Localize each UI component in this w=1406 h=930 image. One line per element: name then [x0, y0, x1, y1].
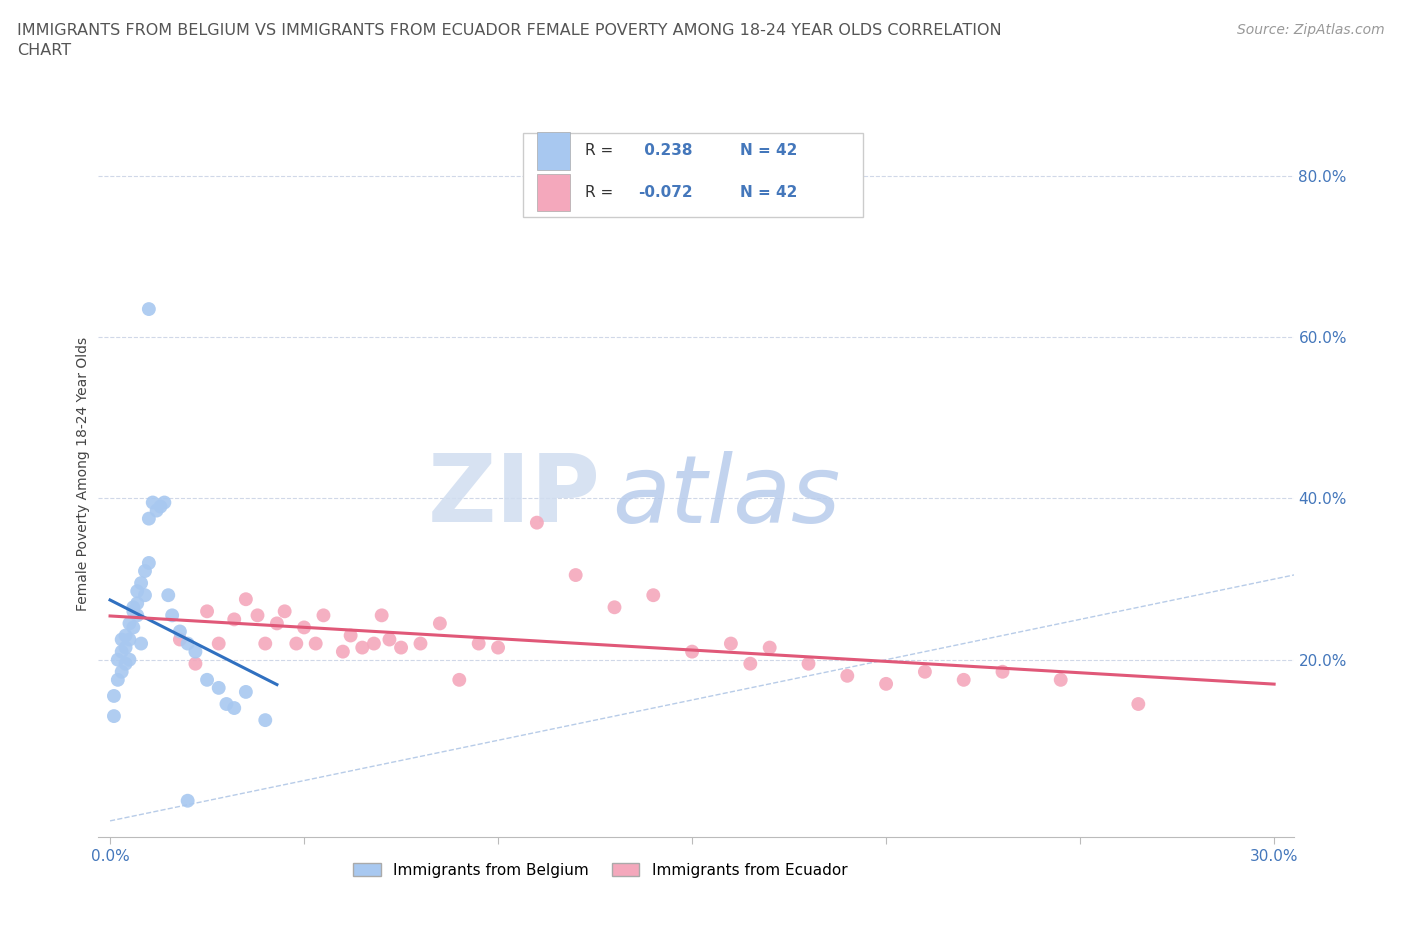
Point: [153, 495, 176, 510]
Point: [837, 669, 859, 684]
Text: IMMIGRANTS FROM BELGIUM VS IMMIGRANTS FROM ECUADOR FEMALE POVERTY AMONG 18-24 YE: IMMIGRANTS FROM BELGIUM VS IMMIGRANTS FR…: [17, 23, 1001, 58]
Point: [1049, 672, 1071, 687]
Point: [138, 301, 160, 316]
Point: [1128, 697, 1150, 711]
Text: atlas: atlas: [613, 450, 841, 541]
Point: [184, 657, 207, 671]
Point: [246, 608, 269, 623]
Point: [467, 636, 489, 651]
Point: [378, 632, 401, 647]
Point: [118, 652, 141, 667]
Point: [195, 604, 218, 618]
Point: [111, 644, 134, 659]
Point: [208, 636, 231, 651]
Point: [363, 636, 385, 651]
Point: [224, 700, 246, 715]
Point: [111, 664, 134, 679]
Point: [127, 596, 149, 611]
Point: [339, 628, 361, 643]
Point: [991, 664, 1014, 679]
Point: [114, 657, 136, 671]
Text: ZIP: ZIP: [427, 450, 600, 542]
Point: [875, 676, 897, 691]
Point: [564, 567, 586, 582]
Point: [215, 697, 238, 711]
FancyBboxPatch shape: [537, 132, 571, 170]
Point: [118, 632, 141, 647]
Point: [486, 640, 509, 655]
Point: [758, 640, 780, 655]
Point: [720, 636, 742, 651]
Point: [134, 588, 156, 603]
Point: [103, 688, 125, 703]
Point: [952, 672, 974, 687]
Point: [129, 576, 152, 591]
Point: [127, 584, 149, 599]
Point: [111, 632, 134, 647]
Point: [184, 644, 207, 659]
Text: Source: ZipAtlas.com: Source: ZipAtlas.com: [1237, 23, 1385, 37]
Point: [681, 644, 703, 659]
Point: [145, 503, 167, 518]
Text: 0.238: 0.238: [638, 143, 692, 158]
Point: [122, 600, 145, 615]
Point: [224, 612, 246, 627]
Point: [176, 793, 198, 808]
Point: [127, 608, 149, 623]
Point: [305, 636, 328, 651]
Point: [208, 681, 231, 696]
Point: [526, 515, 548, 530]
Point: [266, 616, 288, 631]
Point: [352, 640, 374, 655]
Text: -0.072: -0.072: [638, 185, 693, 200]
Point: [235, 591, 257, 606]
Point: [285, 636, 308, 651]
Point: [389, 640, 412, 655]
FancyBboxPatch shape: [523, 133, 863, 217]
Point: [429, 616, 451, 631]
Point: [914, 664, 936, 679]
Text: R =: R =: [585, 143, 613, 158]
Point: [118, 616, 141, 631]
Point: [157, 588, 180, 603]
Point: [149, 499, 172, 514]
Point: [114, 628, 136, 643]
Point: [797, 657, 820, 671]
Text: N = 42: N = 42: [740, 185, 797, 200]
Point: [370, 608, 392, 623]
Text: R =: R =: [585, 185, 613, 200]
Point: [107, 672, 129, 687]
Point: [134, 564, 156, 578]
Point: [449, 672, 471, 687]
Point: [195, 672, 218, 687]
Point: [138, 512, 160, 526]
Point: [312, 608, 335, 623]
Point: [169, 624, 191, 639]
Point: [643, 588, 665, 603]
Point: [332, 644, 354, 659]
Point: [603, 600, 626, 615]
FancyBboxPatch shape: [537, 174, 571, 211]
Point: [114, 640, 136, 655]
Y-axis label: Female Poverty Among 18-24 Year Olds: Female Poverty Among 18-24 Year Olds: [76, 338, 90, 611]
Point: [142, 495, 165, 510]
Point: [740, 657, 762, 671]
Point: [292, 620, 315, 635]
Point: [169, 632, 191, 647]
Point: [138, 555, 160, 570]
Point: [160, 608, 183, 623]
Point: [273, 604, 295, 618]
Point: [254, 712, 277, 727]
Point: [254, 636, 277, 651]
Point: [176, 636, 198, 651]
Point: [122, 604, 145, 618]
Legend: Immigrants from Belgium, Immigrants from Ecuador: Immigrants from Belgium, Immigrants from…: [347, 857, 853, 884]
Point: [122, 620, 145, 635]
Point: [235, 684, 257, 699]
Point: [103, 709, 125, 724]
Point: [129, 636, 152, 651]
Point: [409, 636, 432, 651]
Point: [107, 652, 129, 667]
Text: N = 42: N = 42: [740, 143, 797, 158]
